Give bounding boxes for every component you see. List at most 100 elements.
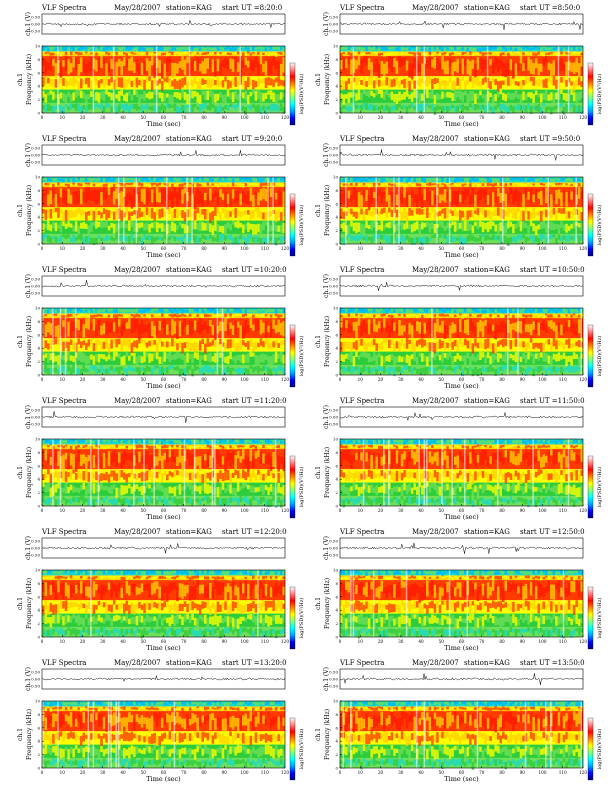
time-tick-label: 80 bbox=[499, 377, 505, 382]
channel-label: ch.1 bbox=[17, 466, 24, 479]
frequency-axis-label: Frequency (kHz) bbox=[324, 54, 331, 105]
time-tick-label: 0 bbox=[339, 115, 342, 120]
colorbar bbox=[588, 63, 593, 125]
time-tick-label: 100 bbox=[539, 246, 547, 251]
time-axis-label: Time (sec) bbox=[146, 775, 181, 783]
time-tick-label: 10 bbox=[60, 246, 66, 251]
time-tick-label: 100 bbox=[241, 246, 249, 251]
frequency-tick-label: 8 bbox=[335, 57, 338, 62]
frequency-axis-label: Frequency (kHz) bbox=[26, 447, 33, 498]
colorbar bbox=[588, 587, 593, 649]
frequency-tick-label: 4 bbox=[335, 739, 338, 744]
frequency-tick-label: 8 bbox=[37, 319, 40, 324]
spectrogram-image bbox=[42, 177, 285, 245]
time-tick-label: 40 bbox=[120, 770, 126, 775]
time-tick-label: 100 bbox=[539, 770, 547, 775]
time-tick-label: 30 bbox=[100, 377, 106, 382]
channel-label: ch.1 bbox=[17, 204, 24, 217]
time-tick-label: 10 bbox=[358, 377, 364, 382]
panel-title: VLF Spectra bbox=[41, 4, 86, 12]
panel-date: May/28/2007 bbox=[114, 397, 161, 405]
panel-station: station=KAG bbox=[166, 659, 212, 667]
time-axis-label: Time (sec) bbox=[444, 644, 479, 652]
panel-start-time: start UT =10:50:0 bbox=[520, 266, 585, 274]
time-axis-label: Time (sec) bbox=[146, 251, 181, 259]
waveform-tick-label: 0.00 bbox=[31, 415, 40, 420]
time-tick-label: 0 bbox=[41, 115, 44, 120]
time-tick-label: 40 bbox=[418, 770, 424, 775]
panel-start-time: start UT =10:20:0 bbox=[222, 266, 287, 274]
time-tick-label: 100 bbox=[241, 770, 249, 775]
panel-station: station=KAG bbox=[464, 397, 510, 405]
waveform-tick-label: 0.50 bbox=[31, 15, 40, 20]
channel-label: ch.1 bbox=[315, 728, 322, 741]
colorbar bbox=[588, 325, 593, 387]
colorbar bbox=[290, 718, 295, 780]
waveform-tick-label: 0.50 bbox=[329, 670, 338, 675]
waveform-tick-label: 0.50 bbox=[31, 670, 40, 675]
time-tick-label: 0 bbox=[41, 377, 44, 382]
time-tick-label: 120 bbox=[579, 115, 587, 120]
panel-start-time: start UT =13:20:0 bbox=[222, 659, 287, 667]
waveform-ylabel: ch.1 (V) bbox=[25, 536, 32, 560]
time-tick-label: 10 bbox=[60, 377, 66, 382]
time-tick-label: 80 bbox=[499, 639, 505, 644]
time-axis-label: Time (sec) bbox=[444, 513, 479, 521]
frequency-tick-label: 2 bbox=[335, 752, 338, 757]
panel-title: VLF Spectra bbox=[339, 659, 384, 667]
time-tick-label: 30 bbox=[398, 770, 404, 775]
panel-date: May/28/2007 bbox=[114, 266, 161, 274]
time-tick-label: 0 bbox=[41, 639, 44, 644]
time-tick-label: 110 bbox=[261, 639, 269, 644]
panel-date: May/28/2007 bbox=[412, 4, 459, 12]
waveform-tick-label: 0.00 bbox=[329, 546, 338, 551]
waveform-tick-label: 0.00 bbox=[329, 284, 338, 289]
colorbar-label: log(PSD)(V²/Hz) bbox=[596, 74, 603, 115]
waveform-tick-label: 0.00 bbox=[31, 22, 40, 27]
waveform-ylabel: ch.1 (V) bbox=[25, 667, 32, 691]
frequency-tick-label: 2 bbox=[37, 228, 40, 233]
panel-station: station=KAG bbox=[166, 135, 212, 143]
colorbar bbox=[588, 456, 593, 518]
time-tick-label: 120 bbox=[579, 639, 587, 644]
colorbar bbox=[290, 456, 295, 518]
panel-title: VLF Spectra bbox=[339, 135, 384, 143]
time-tick-label: 100 bbox=[241, 508, 249, 513]
panel-date: May/28/2007 bbox=[114, 659, 161, 667]
time-tick-label: 120 bbox=[281, 377, 289, 382]
time-tick-label: 70 bbox=[479, 770, 485, 775]
time-tick-label: 70 bbox=[479, 508, 485, 513]
time-tick-label: 30 bbox=[398, 377, 404, 382]
channel-label: ch.1 bbox=[315, 73, 322, 86]
time-tick-label: 0 bbox=[339, 246, 342, 251]
spectrogram-image bbox=[340, 46, 583, 115]
time-tick-label: 10 bbox=[60, 508, 66, 513]
panel-date: May/28/2007 bbox=[412, 659, 459, 667]
time-tick-label: 0 bbox=[339, 377, 342, 382]
spectrogram-panel: VLF Spectra May/28/2007 station=KAG start U… bbox=[17, 659, 305, 783]
time-tick-label: 40 bbox=[418, 115, 424, 120]
spectrogram-image bbox=[42, 701, 285, 769]
frequency-axis-label: Frequency (kHz) bbox=[324, 709, 331, 760]
panel-station: station=KAG bbox=[166, 397, 212, 405]
time-tick-label: 100 bbox=[241, 377, 249, 382]
time-tick-label: 120 bbox=[579, 377, 587, 382]
waveform-tick-label: 0.50 bbox=[31, 277, 40, 282]
spectrogram-image bbox=[340, 177, 583, 246]
time-tick-label: 40 bbox=[418, 377, 424, 382]
time-tick-label: 90 bbox=[520, 639, 526, 644]
frequency-tick-label: 2 bbox=[37, 621, 40, 626]
frequency-tick-label: 6 bbox=[335, 201, 338, 206]
panel-station: station=KAG bbox=[464, 659, 510, 667]
panel-title: VLF Spectra bbox=[41, 659, 86, 667]
waveform-ylabel: ch.1 (V) bbox=[323, 405, 330, 429]
frequency-tick-label: 10 bbox=[35, 175, 41, 180]
time-tick-label: 70 bbox=[479, 246, 485, 251]
frequency-tick-label: 2 bbox=[335, 228, 338, 233]
waveform-ylabel: ch.1 (V) bbox=[323, 12, 330, 36]
frequency-tick-label: 8 bbox=[335, 188, 338, 193]
